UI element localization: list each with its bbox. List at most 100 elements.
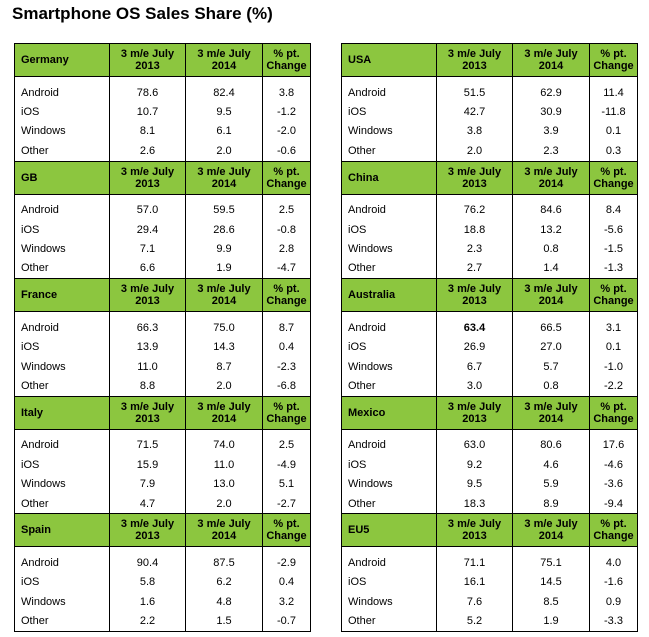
column-header: 3 m/e July 2013 xyxy=(109,513,186,548)
column-header: % pt. Change xyxy=(589,278,638,313)
table-row-gb-windows: Windows 7.1 9.9 2.8 xyxy=(14,239,311,259)
table-row-germany-other: Other 2.6 2.0 -0.6 xyxy=(14,141,311,162)
value-2013: 13.9 xyxy=(109,337,186,357)
column-header: % pt. Change xyxy=(589,43,638,77)
column-header: 3 m/e July 2014 xyxy=(512,43,590,77)
value-change: 0.3 xyxy=(589,141,638,162)
os-label: Windows xyxy=(14,474,110,494)
value-change: -2.7 xyxy=(262,493,311,515)
region-header-australia: Australia 3 m/e July 2013 3 m/e July 2014%… xyxy=(341,278,638,313)
table-row-spain-other: Other 2.2 1.5 -0.7 xyxy=(14,611,311,632)
region-name: Australia xyxy=(341,278,437,313)
value-2013: 63.4 xyxy=(436,311,513,338)
os-label: Other xyxy=(14,493,110,515)
column-header: % pt. Change xyxy=(262,395,311,430)
column-header: 3 m/e July 2014 xyxy=(185,160,263,195)
os-label: iOS xyxy=(14,337,110,357)
os-label: Windows xyxy=(14,121,110,142)
value-2014: 1.5 xyxy=(185,611,263,632)
value-2014: 1.9 xyxy=(185,258,263,280)
value-change: -2.9 xyxy=(262,546,311,573)
value-change: 0.9 xyxy=(589,592,638,612)
column-header: % pt. Change xyxy=(262,278,311,313)
value-change: -1.5 xyxy=(589,239,638,259)
region-name: GB xyxy=(14,160,110,195)
value-2014: 8.9 xyxy=(512,493,590,515)
table-row-mexico-android: Android 63.0 80.6 17.6 xyxy=(341,429,638,456)
value-2013: 2.3 xyxy=(436,239,513,259)
value-change: 3.8 xyxy=(262,76,311,103)
value-2013: 76.2 xyxy=(436,194,513,220)
value-change: -0.8 xyxy=(262,219,311,240)
table-row-usa-windows: Windows 3.8 3.9 0.1 xyxy=(341,121,638,142)
value-2013: 8.8 xyxy=(109,376,186,397)
value-change: -2.3 xyxy=(262,356,311,377)
value-change: -0.6 xyxy=(262,141,311,162)
os-label: Windows xyxy=(341,474,437,494)
os-label: Other xyxy=(341,376,437,397)
value-change: -1.3 xyxy=(589,258,638,280)
value-2014: 0.8 xyxy=(512,239,590,259)
value-2014: 6.2 xyxy=(185,572,263,593)
value-change: -9.4 xyxy=(589,493,638,515)
value-change: -0.7 xyxy=(262,611,311,632)
region-name: China xyxy=(341,160,437,195)
region-name: Germany xyxy=(14,43,110,77)
value-2013: 7.6 xyxy=(436,592,513,612)
value-change: -4.9 xyxy=(262,455,311,475)
value-change: 2.5 xyxy=(262,194,311,220)
value-2014: 80.6 xyxy=(512,429,590,456)
table-row-france-windows: Windows 11.0 8.7 -2.3 xyxy=(14,356,311,377)
table-row-eu5-windows: Windows 7.6 8.5 0.9 xyxy=(341,592,638,612)
os-label: Android xyxy=(341,194,437,220)
column-header: 3 m/e July 2014 xyxy=(512,278,590,313)
os-label: Android xyxy=(341,76,437,103)
value-2014: 9.5 xyxy=(185,102,263,122)
value-2014: 2.0 xyxy=(185,493,263,515)
value-2014: 6.1 xyxy=(185,121,263,142)
value-2014: 4.6 xyxy=(512,455,590,475)
value-change: 8.4 xyxy=(589,194,638,220)
value-2013: 71.5 xyxy=(109,429,186,456)
value-change: -3.3 xyxy=(589,611,638,632)
table-row-gb-android: Android 57.0 59.5 2.5 xyxy=(14,194,311,220)
value-change: 3.2 xyxy=(262,592,311,612)
region-name: EU5 xyxy=(341,513,437,548)
value-2013: 7.1 xyxy=(109,239,186,259)
value-change: 8.7 xyxy=(262,311,311,338)
os-label: iOS xyxy=(14,572,110,593)
region-header-spain: Spain 3 m/e July 2013 3 m/e July 2014% pt.… xyxy=(14,513,311,548)
column-header: 3 m/e July 2013 xyxy=(436,395,513,430)
os-label: Other xyxy=(341,611,437,632)
os-label: Windows xyxy=(341,356,437,377)
value-change: 11.4 xyxy=(589,76,638,103)
value-2014: 8.5 xyxy=(512,592,590,612)
value-2013: 26.9 xyxy=(436,337,513,357)
value-2014: 82.4 xyxy=(185,76,263,103)
table-row-australia-android: Android 63.4 66.5 3.1 xyxy=(341,311,638,338)
table-row-usa-android: Android 51.5 62.9 11.4 xyxy=(341,76,638,103)
os-label: Other xyxy=(14,611,110,632)
column-header: % pt. Change xyxy=(589,395,638,430)
value-change: 5.1 xyxy=(262,474,311,494)
value-change: 3.1 xyxy=(589,311,638,338)
os-label: Windows xyxy=(14,356,110,377)
value-2014: 4.8 xyxy=(185,592,263,612)
table-row-france-android: Android 66.3 75.0 8.7 xyxy=(14,311,311,338)
value-2014: 14.3 xyxy=(185,337,263,357)
value-change: 0.4 xyxy=(262,572,311,593)
value-change: 2.8 xyxy=(262,239,311,259)
column-header: 3 m/e July 2014 xyxy=(185,43,263,77)
table-row-australia-ios: iOS 26.9 27.0 0.1 xyxy=(341,337,638,357)
value-2013: 6.6 xyxy=(109,258,186,280)
os-label: Other xyxy=(341,141,437,162)
value-2013: 11.0 xyxy=(109,356,186,377)
value-change: -11.8 xyxy=(589,102,638,122)
value-2014: 5.9 xyxy=(512,474,590,494)
column-header: 3 m/e July 2013 xyxy=(109,278,186,313)
os-label: iOS xyxy=(341,455,437,475)
region-header-france: France 3 m/e July 2013 3 m/e July 2014% pt… xyxy=(14,278,311,313)
table-row-spain-ios: iOS 5.8 6.2 0.4 xyxy=(14,572,311,593)
value-2013: 10.7 xyxy=(109,102,186,122)
table-row-china-ios: iOS 18.8 13.2 -5.6 xyxy=(341,219,638,240)
